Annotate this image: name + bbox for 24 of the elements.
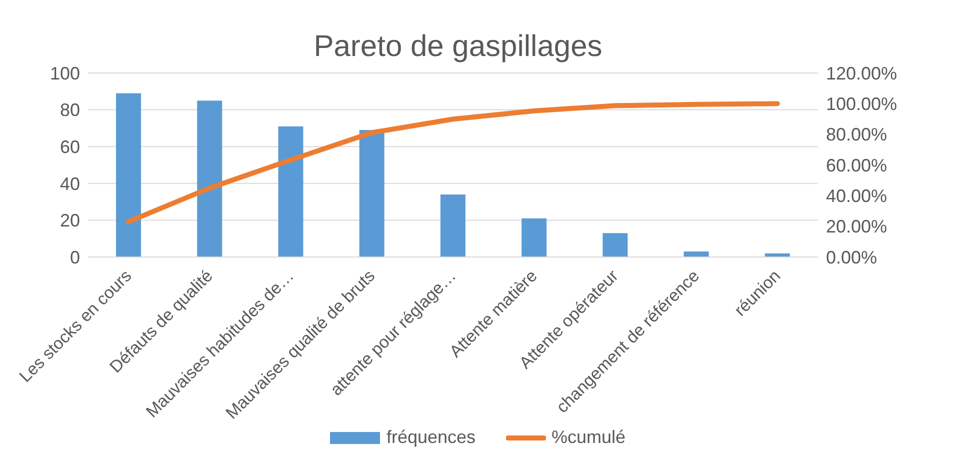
legend-label: fréquences <box>386 427 476 448</box>
y2-tick-label: 80.00% <box>826 124 888 145</box>
y2-tick-label: 120.00% <box>826 63 898 84</box>
y2-tick-label: 0.00% <box>826 247 878 268</box>
bar <box>359 130 384 257</box>
bar <box>440 194 466 257</box>
legend-label: %cumulé <box>552 427 626 448</box>
y-tick-label: 0 <box>70 247 80 268</box>
bar <box>278 126 304 257</box>
y-tick-label: 60 <box>60 136 80 157</box>
bar <box>116 93 141 257</box>
y2-tick-label: 100.00% <box>826 94 898 114</box>
bar <box>602 233 628 257</box>
chart-title: Pareto de gaspillages <box>312 30 604 64</box>
y-tick-label: 100 <box>50 63 80 84</box>
y-tick-label: 40 <box>60 174 80 194</box>
y-tick-label: 20 <box>60 210 80 231</box>
bar <box>684 251 709 257</box>
bar <box>197 100 222 257</box>
y2-tick-label: 20.00% <box>826 216 888 237</box>
y2-tick-label: 40.00% <box>826 186 888 206</box>
bar <box>522 218 547 257</box>
y2-tick-label: 60.00% <box>826 155 888 176</box>
y-tick-label: 80 <box>60 100 80 120</box>
